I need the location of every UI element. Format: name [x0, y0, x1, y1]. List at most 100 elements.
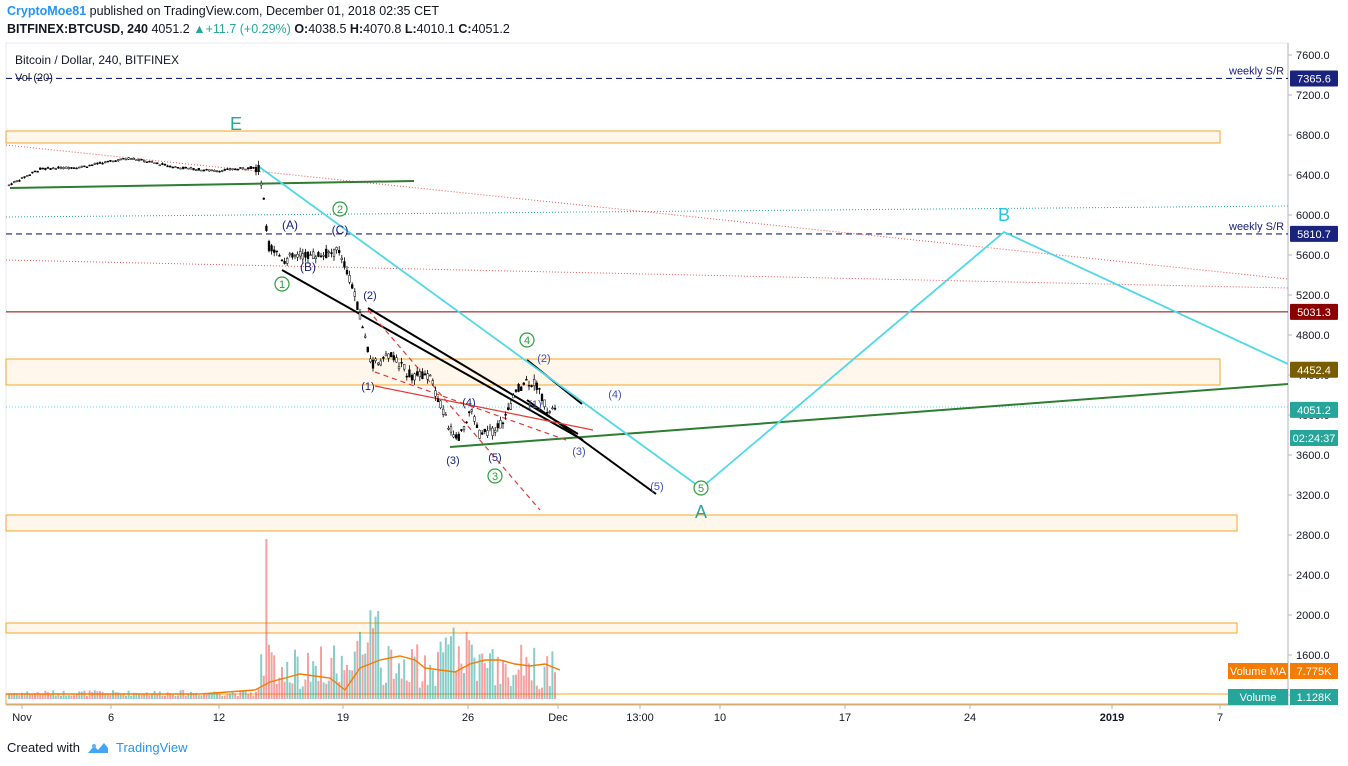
candle — [57, 165, 60, 169]
candle — [377, 362, 380, 366]
volume-bar — [366, 642, 369, 699]
candle — [189, 166, 193, 170]
volume-bar — [283, 681, 286, 699]
open-label: O: — [294, 22, 309, 36]
svg-text:1: 1 — [279, 279, 285, 291]
candle — [109, 160, 112, 162]
candle — [462, 425, 466, 433]
volume-bar — [483, 663, 486, 699]
candle — [179, 167, 182, 170]
candle — [309, 251, 312, 256]
volume-bar — [270, 652, 273, 699]
candle — [78, 166, 81, 169]
close-label: C: — [458, 22, 472, 36]
volume-bar — [372, 628, 374, 699]
volume-bar — [369, 610, 372, 699]
svg-text:5031.3: 5031.3 — [1297, 307, 1331, 319]
volume-bar — [208, 693, 211, 699]
candle — [239, 167, 242, 169]
red-dashed-line-1 — [367, 309, 541, 511]
indicator-flag: Volume MA 7.775K — [1228, 663, 1338, 679]
red-dotted-line-2 — [5, 259, 1289, 289]
volume-bar — [236, 695, 239, 699]
candle — [535, 380, 538, 394]
horizontal-line-label: weekly S/R — [1228, 221, 1284, 233]
up-arrow-icon: ▲ — [193, 22, 206, 36]
candle — [332, 248, 336, 261]
volume-bar — [379, 667, 382, 699]
candle — [481, 430, 484, 435]
volume-bar — [520, 644, 523, 699]
candle — [429, 374, 432, 377]
candle — [70, 167, 73, 170]
volume-bar — [122, 693, 125, 699]
time-axis: Nov 6 12 19 26 Dec 13:00 10 17 24 2019 7 — [12, 705, 1223, 724]
indicator-flag: Volume 1.128K — [1228, 689, 1338, 705]
svg-text:4: 4 — [524, 335, 530, 347]
volume-bar — [286, 661, 289, 699]
volume-bar — [309, 681, 312, 699]
volume-bar — [476, 680, 478, 699]
candle — [231, 168, 234, 171]
volume-bar — [197, 695, 200, 699]
candle — [496, 420, 499, 432]
volume-bar — [268, 644, 270, 699]
y-tick-label: 2800.0 — [1296, 530, 1330, 542]
wave-label: (3) — [572, 446, 585, 458]
price-change: +11.7 (+0.29%) — [205, 22, 291, 36]
volume-bar — [281, 667, 283, 699]
candle — [114, 160, 117, 162]
candle — [119, 158, 122, 161]
candle — [270, 243, 273, 255]
candle — [91, 164, 94, 167]
candle — [137, 158, 141, 162]
volume-bar — [171, 694, 174, 699]
volume-bar — [551, 651, 554, 699]
volume-bar — [145, 692, 148, 699]
volume-bar — [429, 664, 432, 699]
volume-bar — [28, 694, 31, 699]
candle — [244, 168, 247, 171]
candle — [187, 167, 190, 170]
author-link[interactable]: CryptoMoe81 — [7, 4, 87, 18]
y-tick-label: 5200.0 — [1296, 290, 1330, 302]
hlines-layer: weekly S/R weekly S/R — [6, 65, 1288, 313]
volume-bar — [359, 631, 361, 699]
svg-text:02:24:37: 02:24:37 — [1293, 433, 1336, 445]
candle — [457, 431, 460, 441]
volume-bar — [546, 656, 549, 699]
candle — [23, 176, 26, 179]
volume-bar — [473, 657, 476, 699]
volume-bar — [408, 682, 411, 699]
y-tick-label: 4800.0 — [1296, 330, 1330, 342]
candle — [210, 169, 213, 172]
volume-bar — [26, 691, 29, 699]
volume-bar — [437, 652, 439, 699]
black-channel-lower — [281, 269, 584, 441]
volume-bar — [151, 693, 153, 699]
candle — [384, 350, 388, 357]
price-chart[interactable]: Bitcoin / Dollar, 240, BITFINEX Vol (20)… — [0, 40, 1348, 740]
x-tick-label: 2019 — [1100, 712, 1124, 724]
volume-bar — [468, 640, 471, 699]
wave-label: (C) — [332, 223, 349, 237]
candle — [364, 333, 367, 339]
volume-bar — [41, 694, 44, 699]
candle — [475, 422, 479, 429]
candle — [452, 430, 455, 439]
candle — [426, 369, 429, 384]
publish-info: CryptoMoe81 published on TradingView.com… — [7, 4, 439, 18]
candle — [176, 167, 180, 169]
candle — [356, 301, 359, 311]
candle — [436, 395, 440, 403]
y-tick-label: 6400.0 — [1296, 170, 1330, 182]
tradingview-link[interactable]: TradingView — [86, 740, 188, 755]
candle — [267, 239, 271, 253]
candle — [143, 159, 146, 163]
candle — [135, 159, 138, 161]
volume-bar — [239, 690, 242, 699]
candle — [512, 393, 515, 399]
volume-bar — [296, 656, 299, 699]
candle — [122, 157, 125, 160]
candle — [546, 407, 549, 417]
